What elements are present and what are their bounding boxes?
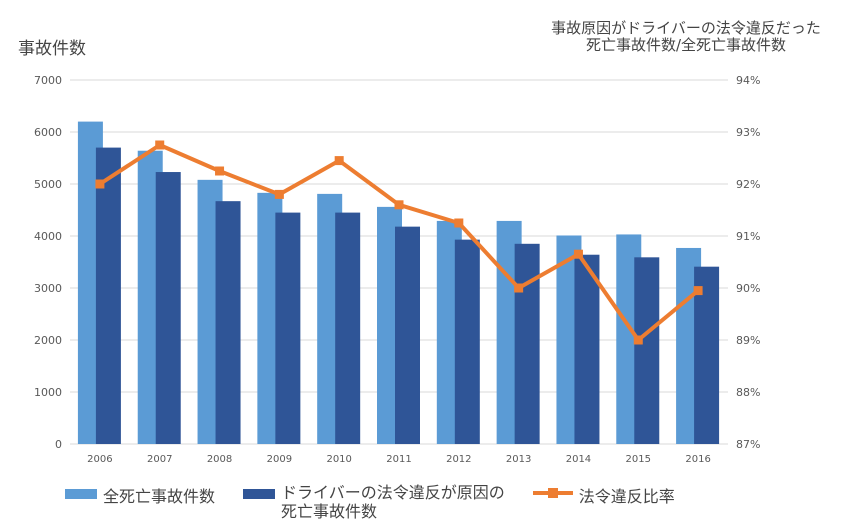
bar-violation	[634, 257, 660, 444]
left-axis-ticks: 0 1000 2000 3000 4000 5000 6000 7000	[34, 74, 62, 451]
x-tick-label: 2015	[626, 454, 651, 465]
legend: 全死亡事故件数 ドライバーの法令違反が原因の 死亡事故件数 法令違反比率	[65, 483, 703, 521]
left-tick-label: 0	[55, 438, 62, 451]
left-tick-label: 4000	[34, 230, 62, 243]
legend-item-violation: ドライバーの法令違反が原因の 死亡事故件数	[243, 483, 505, 521]
x-tick-label: 2009	[267, 454, 292, 465]
ratio-point	[633, 335, 643, 345]
right-tick-label: 91%	[736, 230, 760, 243]
x-tick-label: 2016	[685, 454, 710, 465]
x-tick-label: 2010	[326, 454, 351, 465]
bar-violation	[155, 172, 181, 445]
bar-violation	[275, 212, 301, 444]
x-tick-label: 2007	[147, 454, 172, 465]
bar-violation	[395, 226, 420, 444]
right-tick-label: 94%	[736, 74, 760, 87]
bar-violation	[454, 239, 480, 444]
x-tick-label: 2011	[386, 454, 411, 465]
right-tick-label: 90%	[736, 282, 760, 295]
legend-item-total: 全死亡事故件数	[65, 483, 215, 507]
legend-swatch-ratio	[532, 483, 573, 505]
legend-label-violation: ドライバーの法令違反が原因の 死亡事故件数	[281, 483, 505, 521]
legend-item-ratio: 法令違反比率	[532, 483, 675, 507]
right-tick-label: 88%	[736, 386, 760, 399]
bar-violation	[574, 254, 600, 444]
ratio-point	[155, 140, 165, 150]
left-tick-label: 3000	[34, 282, 62, 295]
ratio-line	[95, 140, 703, 345]
legend-label-violation-line1: ドライバーの法令違反が原因の	[281, 483, 505, 502]
right-tick-label: 93%	[736, 126, 760, 139]
left-tick-label: 1000	[34, 386, 62, 399]
legend-label-total: 全死亡事故件数	[103, 487, 216, 506]
right-tick-label: 87%	[736, 438, 760, 451]
x-tick-label: 2013	[506, 454, 531, 465]
ratio-point	[274, 189, 284, 199]
right-axis-title-line1: 事故原因がドライバーの法令違反だった	[551, 19, 821, 37]
x-tick-label: 2006	[87, 454, 112, 465]
right-axis-title-line2: 死亡事故件数/全死亡事故件数	[585, 36, 787, 54]
ratio-point	[693, 286, 703, 296]
bar-violation	[335, 212, 361, 444]
right-tick-label: 92%	[736, 178, 760, 191]
legend-swatch-total	[65, 489, 97, 499]
x-tick-label: 2008	[207, 454, 232, 465]
x-axis-ticks: 2006 2007 2008 2009 2010 2011 2012 2013 2014 2015…	[87, 454, 711, 465]
ratio-point	[454, 218, 464, 228]
left-tick-label: 6000	[34, 126, 62, 139]
legend-label-violation-line2: 死亡事故件数	[281, 502, 378, 521]
bar-violation	[514, 243, 540, 444]
ratio-point	[514, 283, 524, 293]
left-axis-title: 事故件数	[18, 39, 86, 59]
bar-violation	[215, 201, 241, 444]
ratio-point	[215, 166, 225, 176]
bar-violation	[694, 266, 720, 444]
left-tick-label: 2000	[34, 334, 62, 347]
x-tick-label: 2014	[566, 454, 591, 465]
left-tick-label: 7000	[34, 74, 62, 87]
bar-violation	[95, 147, 121, 444]
ratio-point	[573, 249, 583, 259]
ratio-point	[95, 179, 105, 189]
ratio-point	[394, 200, 404, 210]
left-tick-label: 5000	[34, 178, 62, 191]
right-axis-title: 事故原因がドライバーの法令違反だった 死亡事故件数/全死亡事故件数	[536, 20, 836, 54]
right-axis-ticks: 87% 88% 89% 90% 91% 92% 93% 94%	[736, 74, 760, 451]
right-tick-label: 89%	[736, 334, 760, 347]
legend-label-ratio: 法令違反比率	[578, 487, 675, 506]
legend-swatch-violation	[243, 489, 276, 499]
x-tick-label: 2012	[446, 454, 471, 465]
ratio-point	[334, 156, 344, 166]
bars	[77, 121, 720, 445]
